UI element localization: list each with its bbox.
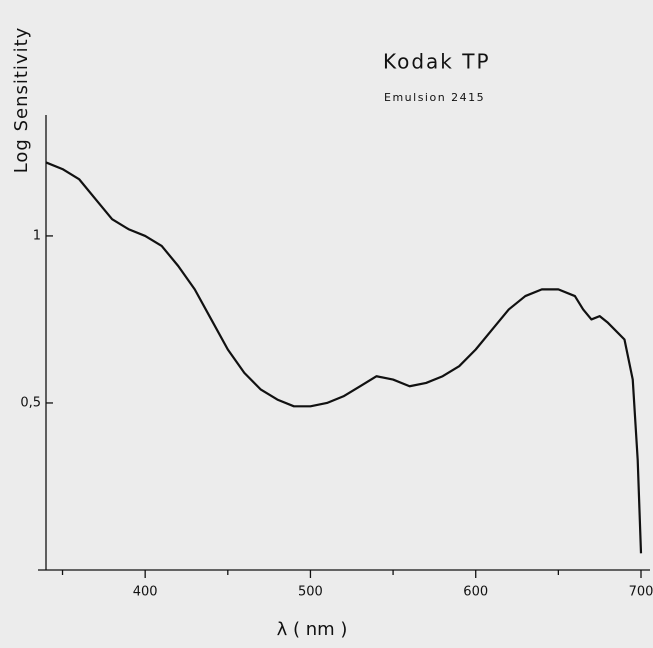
chart-title: Kodak TP — [383, 50, 491, 74]
chart-subtitle: Emulsion 2415 — [384, 91, 485, 104]
x-tick-label: 700 — [629, 585, 653, 600]
y-tick-label: 1 — [33, 228, 41, 243]
x-tick-label: 600 — [463, 585, 488, 600]
x-axis-label: λ ( nm ) — [277, 619, 348, 640]
y-axis-label: Log Sensitivity — [11, 27, 32, 174]
y-tick-label: 0,5 — [20, 395, 41, 410]
data-line — [45, 161, 643, 554]
x-tick-label: 400 — [133, 585, 158, 600]
x-tick-label: 500 — [298, 585, 323, 600]
